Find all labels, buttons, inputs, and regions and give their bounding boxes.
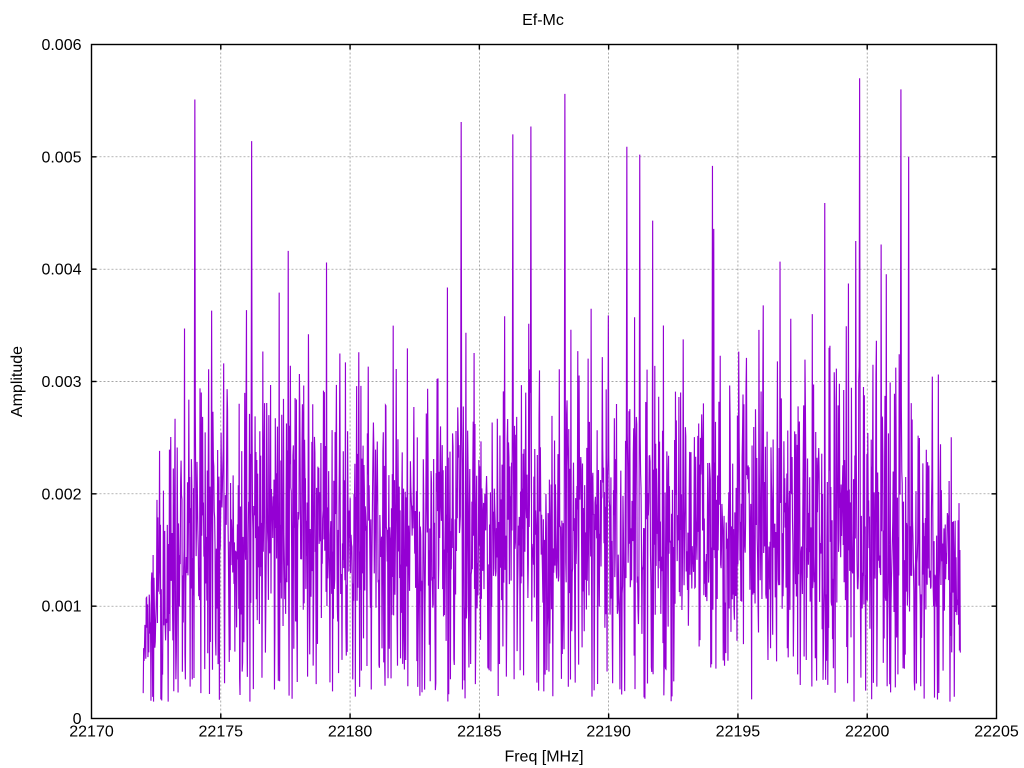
svg-text:22205: 22205: [974, 724, 1019, 741]
svg-text:0.001: 0.001: [41, 599, 81, 616]
svg-text:22190: 22190: [586, 724, 631, 741]
svg-text:22185: 22185: [457, 724, 502, 741]
svg-text:Amplitude: Amplitude: [9, 346, 26, 417]
svg-text:Ef-Mc: Ef-Mc: [522, 12, 564, 29]
svg-text:Freq [MHz]: Freq [MHz]: [504, 749, 583, 766]
svg-text:22175: 22175: [199, 724, 244, 741]
svg-text:0.004: 0.004: [41, 262, 81, 279]
svg-text:0.003: 0.003: [41, 374, 81, 391]
svg-text:0.002: 0.002: [41, 486, 81, 503]
svg-text:22180: 22180: [328, 724, 373, 741]
svg-text:0.006: 0.006: [41, 37, 81, 54]
svg-text:0.005: 0.005: [41, 149, 81, 166]
svg-text:0: 0: [73, 711, 82, 728]
svg-text:22200: 22200: [845, 724, 890, 741]
svg-text:22195: 22195: [716, 724, 761, 741]
